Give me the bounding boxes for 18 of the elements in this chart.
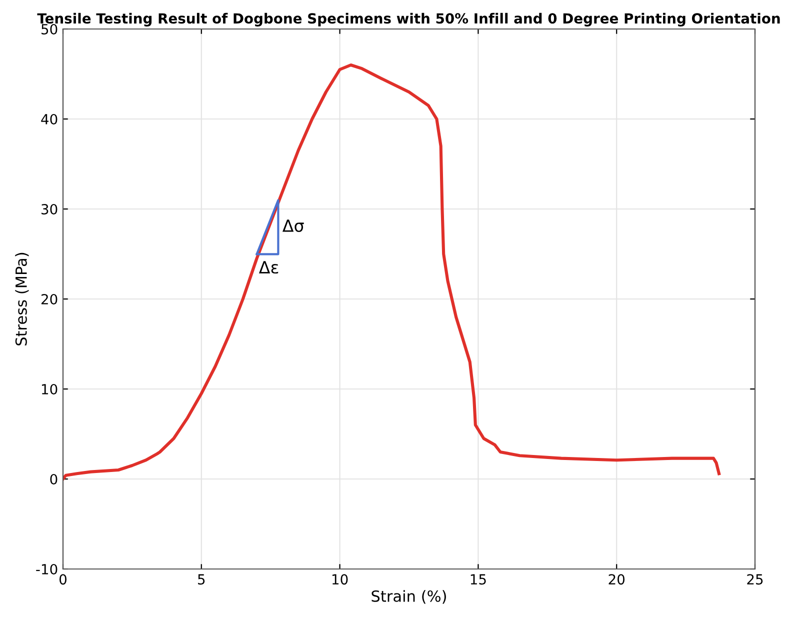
annotation: Δσ bbox=[282, 220, 304, 232]
y-tick-label: 40 bbox=[41, 114, 58, 124]
x-axis-title: Strain (%) bbox=[372, 590, 446, 604]
y-axis-title: Stress (MPa) bbox=[15, 252, 29, 346]
x-tick-label: 15 bbox=[470, 574, 486, 585]
y-tick-label: 0 bbox=[50, 474, 58, 484]
x-tick-label: 20 bbox=[608, 574, 625, 585]
line-series bbox=[63, 63, 721, 481]
y-tick-label: 50 bbox=[42, 24, 58, 34]
y-tick-label: 20 bbox=[41, 294, 58, 304]
x-tick-label: 0 bbox=[59, 574, 66, 585]
y-tick-label: -10 bbox=[36, 564, 58, 574]
y-tick-label: 10 bbox=[42, 384, 58, 394]
x-tick-label: 5 bbox=[198, 574, 205, 585]
x-tick-label: 10 bbox=[332, 574, 348, 585]
annotation: Δε bbox=[258, 261, 278, 274]
x-tick-label: 25 bbox=[747, 574, 763, 585]
y-tick-label: 30 bbox=[42, 204, 58, 214]
